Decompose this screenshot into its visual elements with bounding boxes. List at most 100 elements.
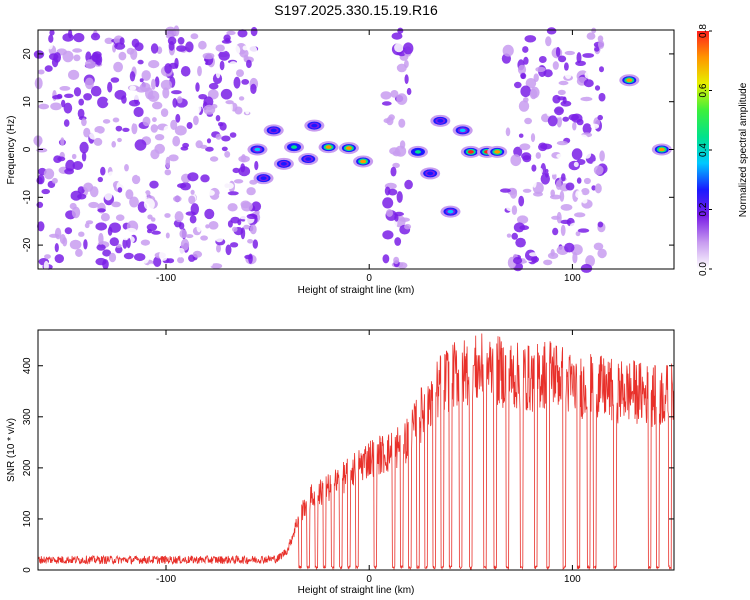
noise-blob [583, 177, 591, 185]
noise-blob [164, 213, 171, 218]
noise-blob [556, 115, 562, 128]
spectral-feature [658, 147, 665, 152]
noise-blob [152, 117, 157, 123]
noise-blob [69, 239, 82, 250]
noise-blob [75, 248, 83, 257]
noise-blob [581, 188, 590, 196]
spectrogram-xlabel: Height of straight line (km) [298, 285, 415, 296]
noise-blob [597, 248, 607, 259]
noise-blob [380, 91, 392, 100]
noise-blob [104, 188, 113, 201]
noise-blob [63, 119, 70, 127]
noise-blob [593, 242, 604, 251]
noise-blob [107, 98, 116, 105]
noise-blob [197, 65, 202, 77]
noise-blob [37, 69, 45, 75]
noise-blob [203, 104, 216, 115]
noise-blob [560, 224, 566, 237]
spectral-feature [360, 159, 367, 164]
noise-blob [126, 237, 131, 249]
noise-blob [206, 138, 212, 144]
y-tick-label: 100 [22, 510, 33, 527]
noise-blob [552, 61, 559, 70]
colorbar: 0.0 0.2 0.4 0.6 0.8 Normalized spectral ampl… [697, 24, 749, 276]
noise-blob [185, 234, 194, 239]
noise-blob [556, 153, 567, 159]
noise-blob [392, 162, 400, 169]
noise-blob [232, 167, 240, 174]
x-tick-label: -100 [156, 273, 176, 284]
noise-blob [134, 253, 146, 262]
noise-blob [521, 152, 532, 161]
noise-blob [131, 174, 141, 185]
noise-blob [594, 47, 600, 52]
noise-blob [404, 246, 414, 253]
spectrogram-marks [33, 25, 672, 273]
noise-blob [205, 146, 214, 152]
noise-blob [526, 49, 534, 58]
noise-blob [190, 189, 195, 195]
noise-blob [173, 243, 178, 250]
y-tick-label: 200 [22, 459, 33, 476]
noise-blob [598, 40, 605, 49]
spectral-feature [414, 150, 421, 154]
noise-blob [73, 87, 82, 97]
noise-blob [63, 102, 73, 114]
noise-blob [215, 68, 221, 79]
noise-blob [121, 230, 130, 241]
noise-blob [582, 150, 592, 159]
noise-blob [230, 138, 238, 149]
snr-yticks: 0 100 200 300 400 [22, 357, 674, 573]
noise-blob [230, 242, 239, 248]
spectral-feature [291, 145, 298, 149]
colorbar-tick-label: 0.6 [698, 83, 709, 97]
noise-blob [172, 98, 178, 108]
noise-blob [182, 142, 190, 148]
noise-blob [148, 60, 160, 69]
noise-blob [207, 190, 215, 196]
noise-blob [86, 227, 91, 239]
noise-blob [90, 32, 101, 41]
colorbar-ticks: 0.0 0.2 0.4 0.6 0.8 [698, 24, 712, 276]
noise-blob [176, 45, 187, 52]
noise-blob [119, 179, 130, 186]
noise-blob [218, 191, 229, 199]
noise-blob [162, 87, 170, 99]
noise-blob [81, 118, 87, 127]
spectrogram-yticks: -20 -10 0 10 20 [22, 48, 674, 252]
colorbar-tick-label: 0.0 [698, 262, 709, 276]
noise-blob [134, 42, 144, 52]
noise-blob [180, 238, 190, 251]
noise-blob [522, 46, 529, 53]
noise-blob [511, 232, 518, 240]
noise-blob [174, 125, 187, 136]
noise-blob [572, 121, 577, 131]
noise-blob [594, 183, 602, 194]
noise-blob [61, 99, 66, 108]
noise-blob [88, 201, 99, 209]
noise-blob [37, 174, 45, 185]
noise-blob [233, 76, 241, 89]
spectral-feature [467, 150, 474, 154]
noise-blob [243, 54, 249, 63]
noise-blob [165, 156, 171, 169]
spectral-feature [254, 147, 261, 152]
noise-blob [71, 153, 77, 160]
noise-blob [164, 63, 172, 74]
noise-blob [228, 61, 239, 72]
noise-blob [220, 88, 233, 100]
noise-blob [150, 124, 158, 133]
noise-blob [250, 26, 258, 37]
noise-blob [597, 221, 604, 228]
noise-blob [209, 156, 219, 162]
noise-blob [237, 29, 248, 38]
figure-title: S197.2025.330.15.19.R16 [274, 2, 438, 18]
noise-blob [579, 91, 589, 98]
noise-blob [535, 66, 546, 73]
noise-blob [154, 143, 165, 154]
x-tick-label: 100 [564, 273, 581, 284]
noise-blob [592, 161, 599, 168]
noise-blob [175, 152, 185, 164]
noise-blob [517, 64, 527, 75]
x-tick-label: -100 [156, 574, 176, 585]
